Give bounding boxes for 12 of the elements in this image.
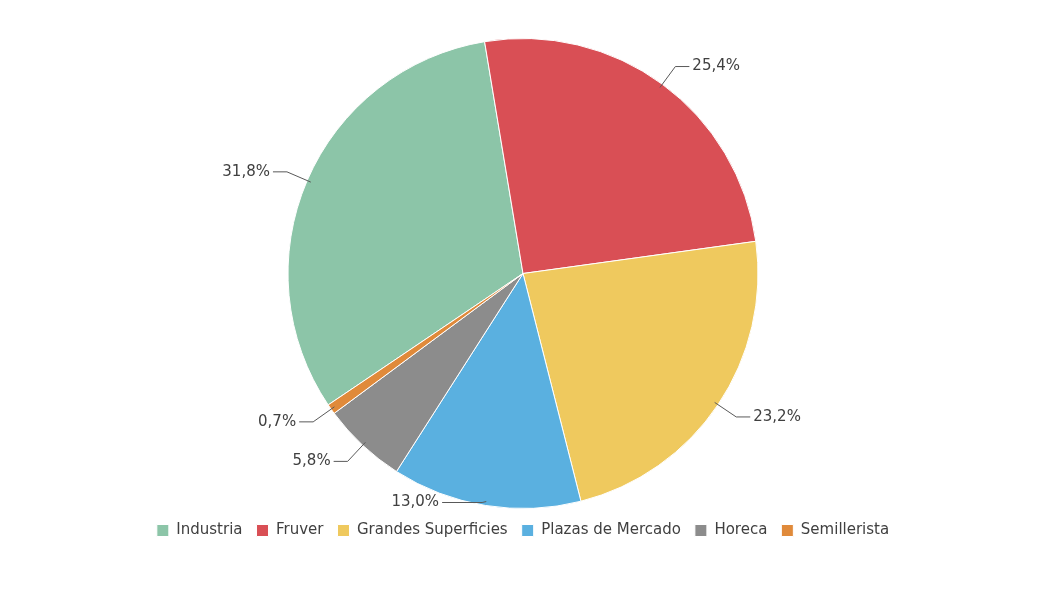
data-label: 0,7% [258, 411, 297, 430]
data-label: 13,0% [391, 492, 440, 511]
legend-label: Grandes Superficies [357, 520, 508, 539]
data-label: 31,8% [222, 161, 270, 180]
data-label: 25,4% [692, 56, 741, 75]
data-label: 23,2% [753, 406, 801, 425]
legend-label: Fruver [276, 520, 325, 539]
legend-label: Industria [176, 520, 243, 539]
data-label: 5,8% [292, 451, 331, 470]
legend-label: Plazas de Mercado [541, 520, 681, 539]
legend-label: Horeca [714, 520, 768, 539]
legend-label: Semillerista [800, 520, 890, 539]
